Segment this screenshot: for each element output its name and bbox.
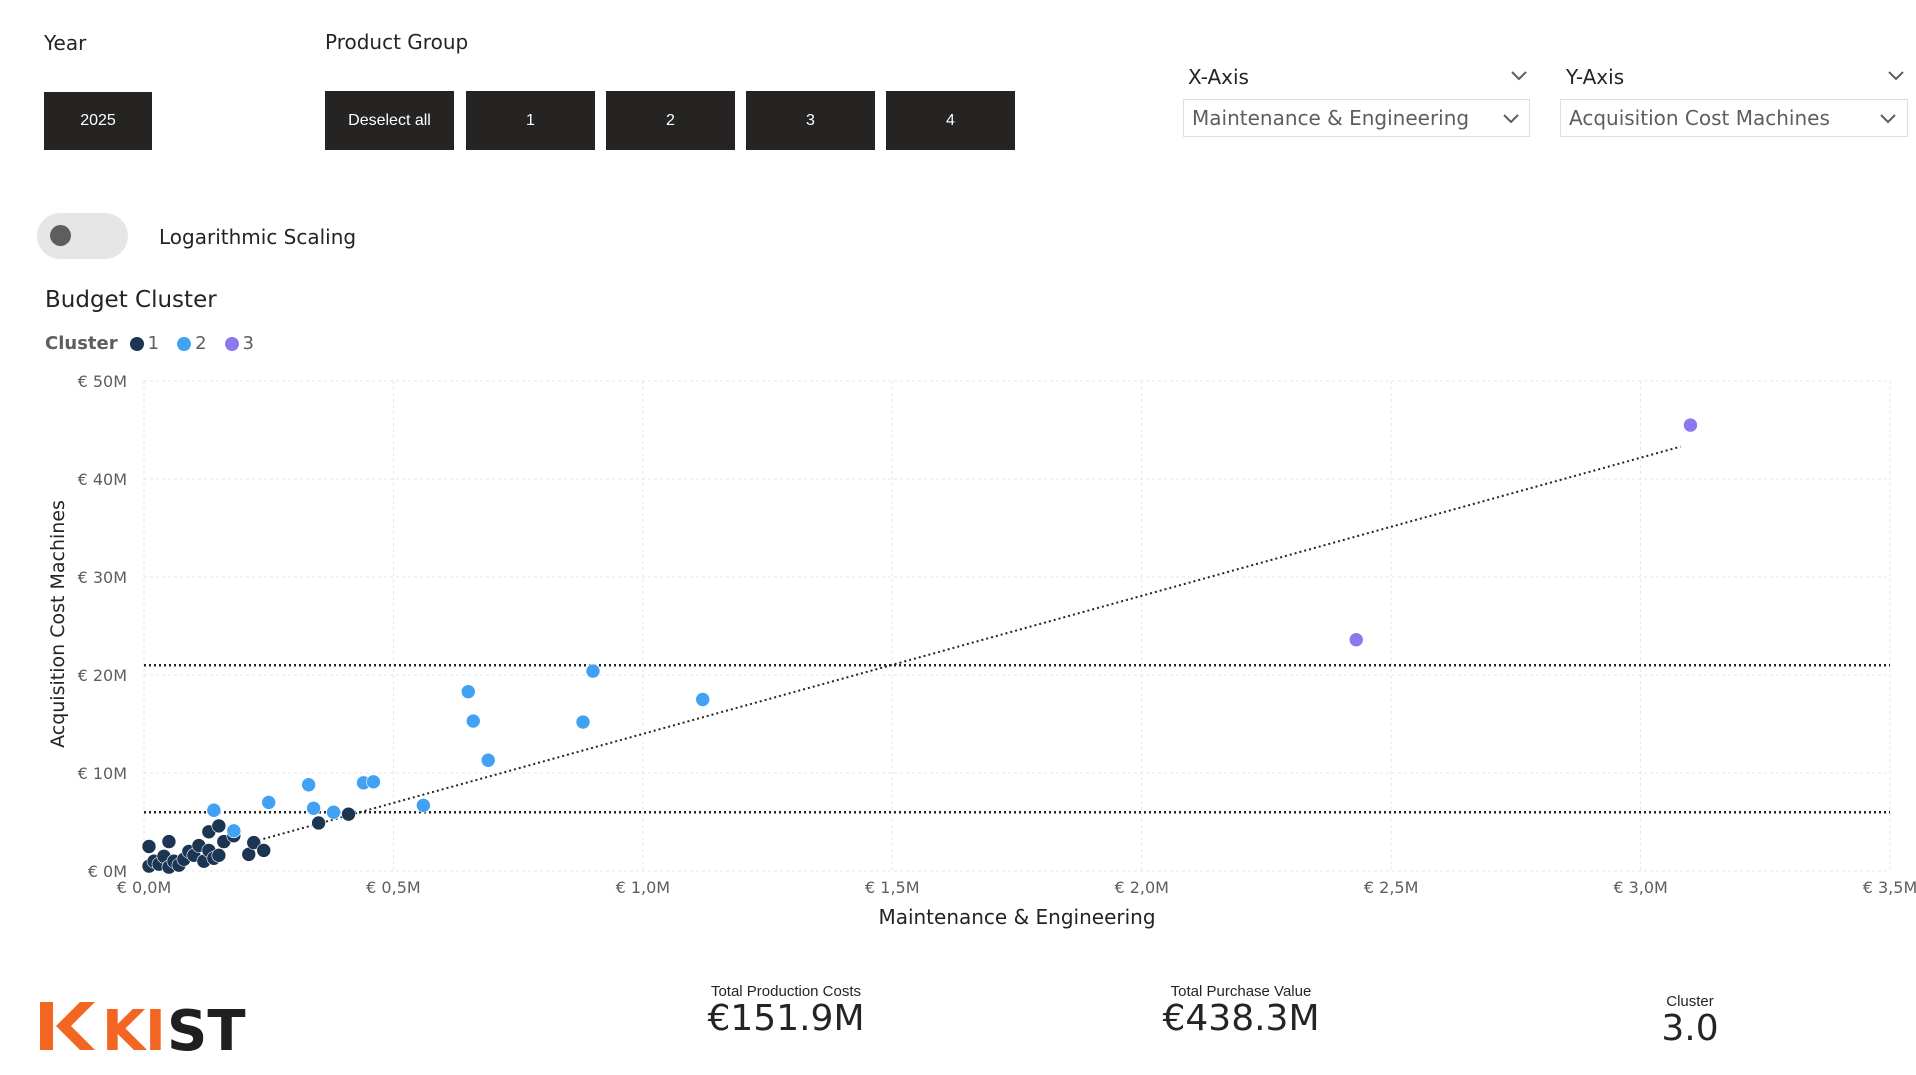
x-tick-label: € 2,5M xyxy=(1364,878,1419,897)
kpi-value: €438.3M xyxy=(1162,998,1320,1039)
legend-dot-2 xyxy=(177,336,192,351)
y-axis-header-chevron-down-icon[interactable] xyxy=(1887,70,1905,82)
kpi-label: Total Purchase Value xyxy=(1170,983,1312,1000)
y-axis-dropdown-chevron-down-icon[interactable] xyxy=(1879,113,1897,125)
y-tick-label: € 30M xyxy=(78,568,127,587)
logo-chevron-icon xyxy=(56,1002,95,1050)
y-axis-title: Acquisition Cost Machines xyxy=(47,500,69,748)
x-tick-label: € 3,0M xyxy=(1613,878,1668,897)
kpi-total-purchase-value: Total Purchase Value €438.3M xyxy=(1091,983,1391,1039)
data-point-cluster-3[interactable] xyxy=(1683,417,1698,433)
trend-line xyxy=(253,445,1681,843)
data-point-cluster-2[interactable] xyxy=(326,804,341,820)
data-point-cluster-2[interactable] xyxy=(695,692,711,707)
reference-lines xyxy=(144,663,1890,814)
product-group-option-4[interactable]: 4 xyxy=(886,91,1015,150)
product-group-slicer-title: Product Group xyxy=(325,30,469,54)
data-point-cluster-2[interactable] xyxy=(301,777,316,793)
kpi-value: €151.9M xyxy=(707,998,865,1039)
legend-item-1[interactable]: 1 xyxy=(129,333,160,354)
data-point-cluster-1[interactable] xyxy=(311,815,326,831)
y-axis-ticks: € 0M € 10M € 20M € 30M € 40M € 50M xyxy=(78,372,127,881)
logo-text-i: I xyxy=(145,1000,166,1054)
legend-label-3: 3 xyxy=(242,333,254,354)
chart-legend: Cluster 1 2 3 xyxy=(45,333,258,354)
x-tick-label: € 1,0M xyxy=(616,878,671,897)
legend-item-3[interactable]: 3 xyxy=(224,333,254,354)
toggle-knob xyxy=(50,225,71,246)
logo-bar-icon xyxy=(40,1002,53,1050)
data-point-cluster-1[interactable] xyxy=(211,848,227,863)
product-group-option-2[interactable]: 2 xyxy=(606,91,735,150)
logarithmic-scaling-toggle[interactable] xyxy=(37,213,128,259)
data-points[interactable] xyxy=(141,417,1698,875)
x-axis-title: Maintenance & Engineering xyxy=(878,905,1155,929)
chart-title: Budget Cluster xyxy=(45,287,217,313)
legend-dot-1 xyxy=(129,336,144,351)
data-point-cluster-2[interactable] xyxy=(460,684,476,699)
data-point-cluster-2[interactable] xyxy=(261,795,277,810)
data-point-cluster-2[interactable] xyxy=(585,663,601,679)
x-axis-ticks: € 0,0M € 0,5M € 1,0M € 1,5M € 2,0M € 2,5M € 3,… xyxy=(117,878,1916,897)
legend-item-2[interactable]: 2 xyxy=(177,333,207,354)
legend-dot-3 xyxy=(224,336,239,351)
y-tick-label: € 10M xyxy=(78,764,127,783)
logo-text-st: ST xyxy=(167,1000,246,1054)
x-tick-label: € 3,5M xyxy=(1863,878,1916,897)
kpi-value: 3.0 xyxy=(1661,1008,1719,1049)
kpi-label: Total Production Costs xyxy=(710,983,862,1000)
data-point-cluster-2[interactable] xyxy=(366,774,381,790)
data-point-cluster-2[interactable] xyxy=(226,823,242,839)
data-point-cluster-1[interactable] xyxy=(341,806,356,822)
data-point-cluster-2[interactable] xyxy=(465,713,481,729)
y-tick-label: € 50M xyxy=(78,372,127,391)
data-point-cluster-1[interactable] xyxy=(246,835,262,850)
data-point-cluster-2[interactable] xyxy=(480,752,496,768)
legend-title: Cluster xyxy=(45,333,118,354)
legend-label-2: 2 xyxy=(195,333,207,354)
kist-logo: K I ST xyxy=(40,1000,246,1054)
chart-grid xyxy=(143,380,1891,872)
y-axis-dropdown[interactable]: Acquisition Cost Machines xyxy=(1560,99,1908,137)
year-slicer-title: Year xyxy=(44,31,87,55)
kpi-total-production-costs: Total Production Costs €151.9M xyxy=(636,983,936,1039)
x-axis-dropdown-value: Maintenance & Engineering xyxy=(1192,106,1470,130)
data-point-cluster-3[interactable] xyxy=(1348,632,1364,648)
y-tick-label: € 20M xyxy=(78,666,127,685)
data-point-cluster-1[interactable] xyxy=(141,839,157,854)
kpi-label: Cluster xyxy=(1666,993,1714,1010)
x-tick-label: € 0,5M xyxy=(366,878,421,897)
data-point-cluster-2[interactable] xyxy=(575,714,591,730)
kpi-cluster: Cluster 3.0 xyxy=(1560,993,1820,1049)
x-axis-dropdown[interactable]: Maintenance & Engineering xyxy=(1183,99,1530,137)
x-axis-header-chevron-down-icon[interactable] xyxy=(1510,70,1528,82)
data-point-cluster-2[interactable] xyxy=(206,802,222,818)
data-point-cluster-2[interactable] xyxy=(306,800,321,816)
x-tick-label: € 1,5M xyxy=(865,878,920,897)
data-point-cluster-1[interactable] xyxy=(256,843,272,858)
y-axis-selector-title: Y-Axis xyxy=(1566,65,1625,89)
data-point-cluster-2[interactable] xyxy=(416,798,431,813)
x-tick-label: € 2,0M xyxy=(1114,878,1169,897)
data-point-cluster-1[interactable] xyxy=(161,834,177,849)
trend-line-path xyxy=(253,445,1681,843)
y-tick-label: € 40M xyxy=(78,470,127,489)
product-group-option-3[interactable]: 3 xyxy=(746,91,875,150)
x-axis-dropdown-chevron-down-icon[interactable] xyxy=(1502,113,1520,125)
x-tick-label: € 0,0M xyxy=(117,878,172,897)
x-axis-selector-title: X-Axis xyxy=(1188,65,1249,89)
data-point-cluster-1[interactable] xyxy=(211,818,227,834)
product-group-option-1[interactable]: 1 xyxy=(466,91,595,150)
y-axis-dropdown-value: Acquisition Cost Machines xyxy=(1569,106,1830,130)
deselect-all-button[interactable]: Deselect all xyxy=(325,91,454,150)
logarithmic-scaling-label: Logarithmic Scaling xyxy=(159,225,357,249)
legend-label-1: 1 xyxy=(147,333,160,354)
y-tick-label: € 0M xyxy=(88,862,127,881)
logo-text-k: K xyxy=(102,1000,148,1054)
year-option-2025[interactable]: 2025 xyxy=(44,92,152,150)
